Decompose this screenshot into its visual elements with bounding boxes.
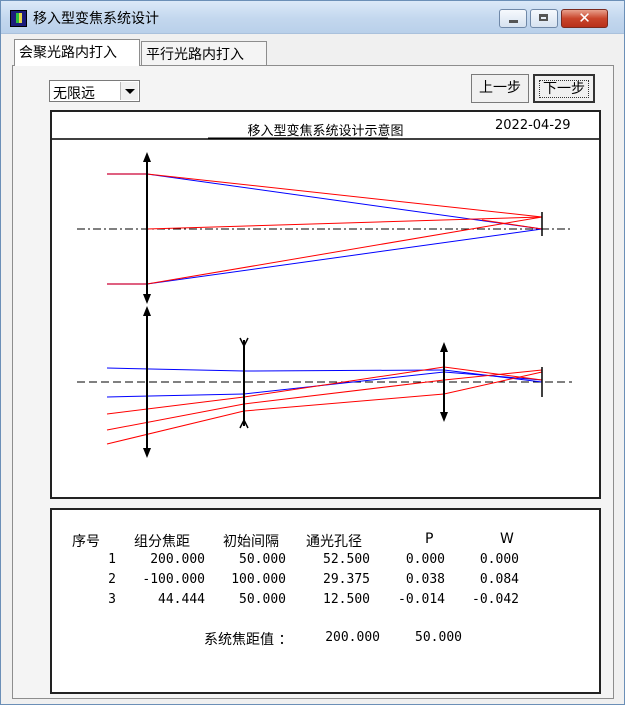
ray-red	[243, 366, 445, 398]
diagram-date: 2022-04-29	[495, 118, 571, 133]
ray-red	[443, 366, 543, 381]
ray-blue	[106, 393, 245, 398]
ray-blue	[106, 367, 245, 372]
maximize-icon	[539, 14, 548, 21]
ray-red	[243, 379, 445, 405]
ray-red	[106, 403, 245, 431]
minimize-icon	[509, 20, 518, 23]
chevron-down-icon[interactable]	[120, 82, 138, 100]
table-cell: 52.500	[323, 552, 370, 567]
object-distance-select[interactable]: 无限远	[49, 80, 140, 102]
table-cell: 0.084	[479, 572, 519, 587]
ray-blue	[146, 173, 543, 230]
object-distance-value: 无限远	[53, 86, 95, 102]
close-button[interactable]: ✕	[561, 9, 608, 28]
window-title: 移入型变焦系统设计	[33, 11, 159, 27]
table-header: W	[500, 531, 514, 547]
table-cell: 0.038	[405, 572, 445, 587]
ray-red	[243, 393, 445, 412]
table-cell: -100.000	[142, 572, 205, 587]
lens-arrow-down	[440, 412, 448, 422]
table-cell: 12.500	[323, 592, 370, 607]
lens-arrow-down	[143, 294, 151, 304]
lens-neg-end-bottom	[239, 418, 249, 429]
table-cell: 2	[108, 572, 116, 587]
table-cell: 29.375	[323, 572, 370, 587]
tab-panel: 无限远 上一步 下一步 移入型变焦系统设计示意图 2022-04-29	[12, 65, 614, 699]
table-header: 通光孔径	[306, 534, 362, 550]
table-header: 初始间隔	[223, 534, 279, 550]
ray-red	[146, 216, 543, 230]
lens-arrow-down	[143, 448, 151, 458]
ray-red	[443, 371, 543, 395]
ray-red	[443, 369, 543, 381]
tab-convergent[interactable]: 会聚光路内打入	[14, 39, 140, 66]
lens-neg-end-top	[239, 337, 249, 348]
maximize-button[interactable]	[530, 9, 558, 28]
ray-red	[146, 173, 543, 218]
ray-blue	[443, 371, 543, 381]
system-focal-value-2: 50.000	[415, 630, 462, 645]
table-cell: 1	[108, 552, 116, 567]
schematic-diagram: 移入型变焦系统设计示意图 2022-04-29	[50, 110, 601, 499]
table-header: 组分焦距	[134, 534, 190, 550]
ray-red	[481, 219, 543, 230]
table-header: 序号	[72, 534, 100, 550]
lens-arrow-up	[143, 152, 151, 162]
ray-blue	[243, 369, 445, 372]
diagram-title: 移入型变焦系统设计示意图	[247, 124, 404, 139]
optical-layout-svg	[52, 137, 599, 458]
prev-step-button[interactable]: 上一步	[471, 74, 529, 103]
title-bar[interactable]: 移入型变焦系统设计 ✕	[1, 1, 624, 34]
table-cell: 50.000	[239, 552, 286, 567]
table-cell: -0.042	[472, 592, 519, 607]
app-icon	[10, 10, 27, 27]
close-icon: ✕	[578, 9, 591, 27]
table-cell: 100.000	[231, 572, 286, 587]
results-table: 序号 组分焦距 初始间隔 通光孔径 P W 1 200.000 50.000 5…	[50, 508, 601, 694]
ray-blue	[146, 228, 543, 285]
system-focal-value-1: 200.000	[325, 630, 380, 645]
next-step-label: 下一步	[539, 80, 589, 98]
ray-red	[106, 410, 245, 445]
table-cell: 0.000	[405, 552, 445, 567]
minimize-button[interactable]	[499, 9, 527, 28]
table-cell: 200.000	[150, 552, 205, 567]
table-cell: 3	[108, 592, 116, 607]
table-cell: 50.000	[239, 592, 286, 607]
ray-red	[106, 396, 245, 415]
table-cell: -0.014	[398, 592, 445, 607]
table-cell: 0.000	[479, 552, 519, 567]
lens-arrow-up	[440, 342, 448, 352]
ray-red	[146, 216, 543, 285]
ray-blue	[243, 371, 445, 395]
table-header: P	[425, 531, 434, 547]
next-step-button[interactable]: 下一步	[533, 74, 595, 103]
tab-parallel[interactable]: 平行光路内打入	[141, 41, 267, 65]
system-focal-label: 系统焦距值 ：	[204, 632, 293, 648]
lens-arrow-up	[143, 306, 151, 316]
table-cell: 44.444	[158, 592, 205, 607]
